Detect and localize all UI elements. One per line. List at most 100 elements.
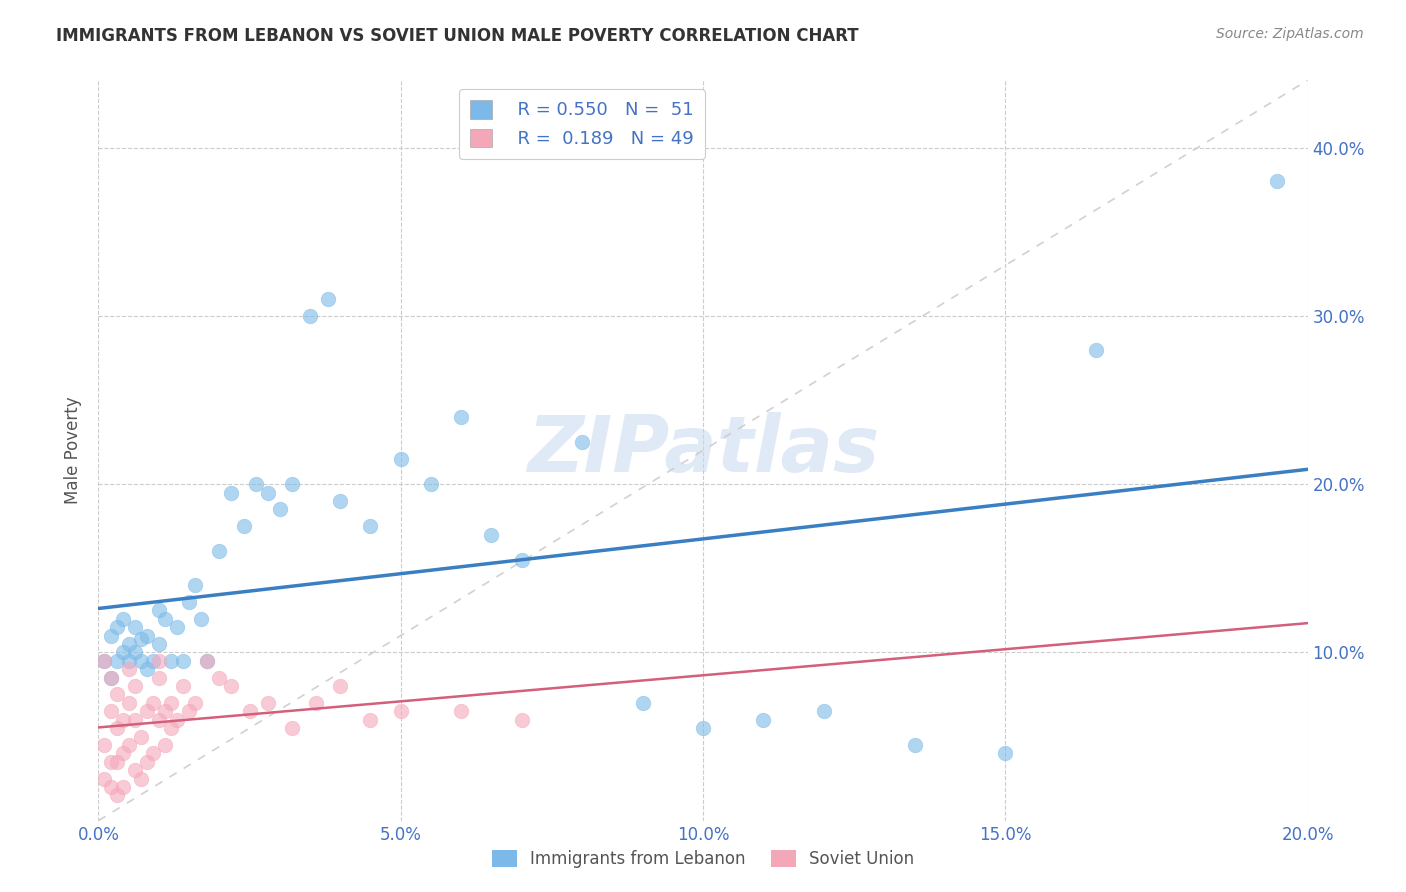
Point (195, 654, 218, 668)
Point (245, 477, 267, 491)
Point (148, 671, 170, 685)
Point (105, 789, 128, 803)
Point (142, 654, 165, 668)
Point (184, 696, 207, 710)
Point (148, 713, 170, 727)
Point (100, 755, 122, 769)
Point (100, 671, 122, 685)
Point (256, 485, 278, 500)
Point (124, 620, 146, 634)
Point (813, 704, 835, 718)
Point (299, 309, 322, 323)
Point (100, 671, 122, 685)
Point (281, 721, 304, 735)
Point (118, 637, 141, 651)
Point (118, 662, 141, 676)
Point (105, 721, 128, 735)
Point (360, 713, 382, 727)
Point (100, 628, 122, 642)
Point (160, 654, 183, 668)
Point (329, 679, 352, 693)
Point (105, 755, 128, 769)
Point (329, 494, 352, 508)
Point (118, 696, 141, 710)
Point (190, 612, 212, 626)
Point (631, 696, 654, 710)
Point (124, 763, 146, 777)
Point (135, 704, 157, 718)
Point (316, 292, 339, 306)
Point (160, 721, 183, 735)
Point (1085, 343, 1108, 357)
Point (256, 696, 278, 710)
Point (208, 671, 231, 685)
Point (184, 578, 207, 592)
Point (269, 502, 291, 516)
Point (510, 553, 533, 567)
Point (129, 654, 152, 668)
Point (571, 435, 593, 450)
Point (111, 780, 134, 794)
Legend:   R = 0.550   N =  51,   R =  0.189   N = 49: R = 0.550 N = 51, R = 0.189 N = 49 (460, 89, 704, 159)
Point (111, 645, 134, 659)
Point (148, 637, 170, 651)
Text: ZIPatlas: ZIPatlas (527, 412, 879, 489)
Point (692, 721, 714, 735)
Point (450, 704, 472, 718)
Point (160, 696, 183, 710)
Point (118, 738, 141, 752)
Point (135, 628, 157, 642)
Point (281, 477, 304, 491)
Point (142, 696, 165, 710)
Point (305, 696, 328, 710)
Point (111, 747, 134, 761)
Point (135, 755, 157, 769)
Point (239, 704, 262, 718)
Point (752, 713, 775, 727)
Point (389, 451, 412, 466)
Point (135, 662, 157, 676)
Point (166, 620, 188, 634)
Point (420, 477, 443, 491)
Point (93, 654, 115, 668)
Point (153, 612, 176, 626)
Point (148, 654, 170, 668)
Point (481, 527, 503, 541)
Point (111, 713, 134, 727)
Point (142, 747, 165, 761)
Point (153, 704, 176, 718)
Point (360, 519, 382, 533)
Point (105, 654, 128, 668)
Point (172, 654, 194, 668)
Point (450, 409, 472, 424)
Point (208, 544, 231, 558)
Text: IMMIGRANTS FROM LEBANON VS SOVIET UNION MALE POVERTY CORRELATION CHART: IMMIGRANTS FROM LEBANON VS SOVIET UNION … (56, 27, 859, 45)
Point (100, 780, 122, 794)
Point (118, 654, 141, 668)
Point (389, 704, 412, 718)
Point (124, 713, 146, 727)
Y-axis label: Male Poverty: Male Poverty (65, 397, 83, 504)
Point (93, 654, 115, 668)
Point (100, 704, 122, 718)
Point (93, 772, 115, 786)
Point (510, 713, 533, 727)
Point (129, 632, 152, 646)
Point (93, 738, 115, 752)
Point (105, 620, 128, 634)
Point (124, 645, 146, 659)
Point (221, 679, 243, 693)
Point (153, 738, 176, 752)
Point (179, 595, 201, 609)
Text: Source: ZipAtlas.com: Source: ZipAtlas.com (1216, 27, 1364, 41)
Point (904, 738, 927, 752)
Point (124, 679, 146, 693)
Point (994, 747, 1017, 761)
Point (148, 603, 170, 617)
Point (179, 704, 201, 718)
Point (111, 612, 134, 626)
Point (1267, 174, 1289, 188)
Point (105, 688, 128, 702)
Point (166, 713, 188, 727)
Point (232, 519, 254, 533)
